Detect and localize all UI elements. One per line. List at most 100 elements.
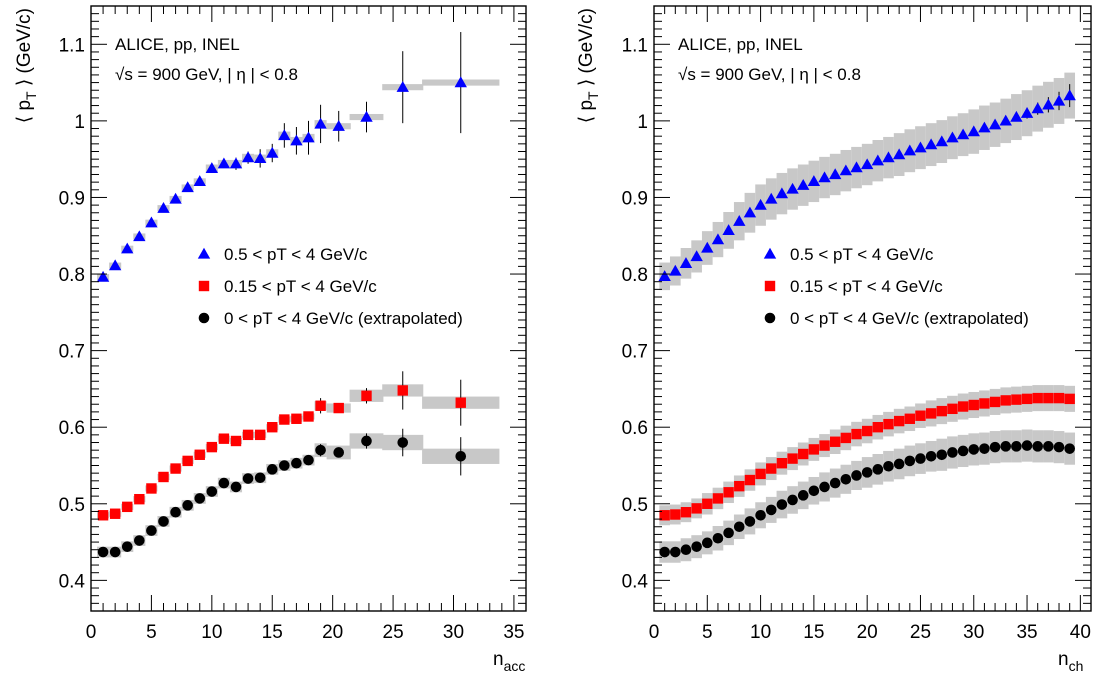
energy-eta-label: √s = 900 GeV, | η | < 0.8: [115, 65, 298, 84]
data-point: [303, 411, 314, 422]
data-point: [755, 468, 766, 480]
data-point: [712, 532, 724, 544]
legend: 0.5 < pT < 4 GeV/c 0.15 < pT < 4 GeV/c 0 <…: [763, 245, 1029, 328]
y-tick-label: 1: [637, 112, 648, 133]
chart-panel-0: 0 5 10 15 20 25 30 35 0.4 0.5 0.6 0.7 0.8 0.9 1 1.1 nacc…: [14, 5, 527, 674]
data-point: [217, 157, 231, 169]
y-tick-label: 0.8: [622, 265, 648, 286]
data-point: [659, 546, 670, 558]
data-point: [882, 151, 895, 163]
data-point: [315, 400, 326, 411]
x-tick-label: 25: [910, 622, 931, 643]
data-point: [303, 454, 314, 466]
data-point: [903, 144, 917, 156]
y-axis-label-subscript: T: [585, 91, 601, 100]
data-point: [851, 470, 862, 481]
data-point: [146, 483, 157, 494]
data-point: [775, 187, 789, 199]
data-point: [670, 509, 681, 520]
data-point: [733, 521, 745, 533]
data-point: [134, 535, 145, 546]
data-point: [230, 435, 242, 447]
y-tick-label: 0.7: [59, 342, 85, 363]
data-point: [840, 432, 852, 444]
data-point: [158, 471, 169, 483]
data-point: [787, 453, 798, 464]
data-point: [851, 428, 862, 440]
y-tick-label: 0.8: [59, 265, 85, 286]
y-tick-label: 1.1: [59, 35, 85, 56]
data-point: [936, 405, 947, 417]
y-tick-label: 0.4: [59, 571, 86, 592]
data-point: [680, 544, 692, 556]
legend-label: 0.5 < pT < 4 GeV/c: [224, 245, 368, 264]
y-tick-label: 0.5: [59, 495, 85, 516]
legend-label: 0 < pT < 4 GeV/c (extrapolated): [224, 309, 463, 328]
legend-label: 0.5 < pT < 4 GeV/c: [790, 245, 934, 264]
data-point: [670, 546, 681, 558]
data-point: [967, 125, 980, 137]
data-point: [893, 458, 905, 470]
data-point: [205, 162, 219, 174]
data-point: [290, 134, 303, 146]
data-point: [121, 541, 133, 552]
data-point: [266, 464, 278, 475]
data-point: [968, 444, 980, 455]
data-point: [808, 444, 820, 455]
data-point: [108, 259, 122, 271]
data-point: [979, 443, 990, 454]
plot-frame: [653, 5, 1092, 612]
legend-marker: [764, 280, 776, 292]
series-0-points: [96, 32, 467, 282]
x-tick-label: 5: [146, 622, 157, 643]
data-point: [454, 76, 467, 88]
y-tick-label: 0.6: [59, 418, 85, 439]
data-point: [947, 403, 958, 415]
x-tick-label: 10: [201, 622, 222, 643]
series-1-points: [97, 371, 466, 521]
data-point: [807, 175, 821, 187]
data-point: [755, 509, 766, 521]
data-point: [883, 418, 894, 430]
data-point: [829, 477, 841, 489]
data-point: [360, 110, 373, 122]
data-point: [455, 451, 467, 462]
x-tick-label: 0: [86, 622, 97, 643]
y-axis-ticks: 0.4 0.5 0.6 0.7 0.8 0.9 1 1.1: [59, 13, 526, 612]
data-point: [278, 129, 291, 141]
data-point: [957, 401, 969, 412]
data-point: [669, 264, 682, 276]
data-point: [979, 398, 990, 409]
data-point: [1032, 392, 1043, 404]
y-axis-label: ⟨ pT ⟩ (GeV/c): [14, 8, 39, 123]
data-point: [254, 429, 266, 441]
data-point: [744, 516, 756, 527]
data-point: [230, 481, 242, 493]
data-point: [109, 508, 121, 519]
data-point: [722, 224, 735, 236]
data-point: [988, 118, 1002, 130]
y-tick-label: 0.6: [622, 418, 648, 439]
series-0-points: [658, 84, 1076, 281]
data-point: [839, 164, 853, 176]
data-point: [266, 146, 279, 158]
y-axis-label-main: ⟨ p: [14, 100, 35, 123]
data-point: [989, 396, 1001, 408]
data-point: [679, 257, 693, 268]
data-point: [968, 399, 979, 411]
data-point: [701, 241, 714, 253]
data-point: [819, 481, 830, 493]
data-point: [915, 453, 926, 464]
data-point: [314, 117, 327, 129]
data-point: [206, 441, 218, 453]
data-point: [924, 138, 938, 150]
data-point: [361, 435, 372, 447]
data-point: [904, 413, 916, 424]
data-point: [829, 436, 841, 447]
x-axis-label-main: n: [493, 649, 504, 670]
x-tick-label: 30: [963, 622, 984, 643]
x-tick-label: 5: [702, 622, 713, 643]
data-point: [109, 546, 121, 558]
